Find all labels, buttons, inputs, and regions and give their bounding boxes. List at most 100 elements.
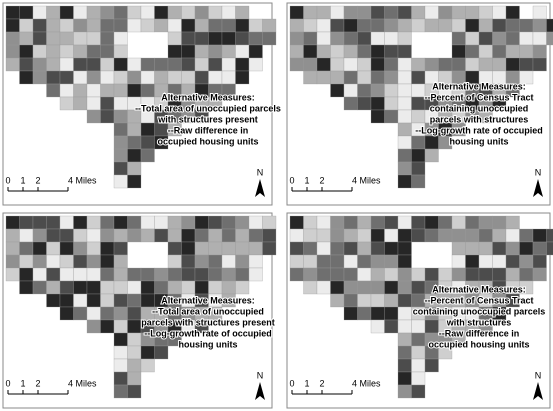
map-cell [492,254,507,269]
map-cell [208,241,223,256]
map-cell [86,241,101,256]
map-cell [451,31,466,46]
caption-line: with structures [446,317,512,327]
map-cell [73,57,88,72]
map-cell [5,44,20,59]
map-cell [46,44,61,59]
map-cell [113,135,128,150]
map-cell [289,228,304,243]
caption-line: occupied housing units [158,136,259,146]
map-cell [532,241,547,256]
map-cell [411,57,426,72]
map-cell [113,44,128,59]
map-cell [208,254,223,269]
map-cell [397,122,412,137]
map-cell [519,44,534,59]
map-cell [127,371,142,386]
map-cell [167,44,182,59]
map-cell [303,241,318,256]
map-cell [316,70,331,85]
map-cell [140,358,155,373]
map-cell [113,345,128,360]
map-cell [330,293,345,308]
map-cell [113,18,128,33]
map-cell [100,31,115,46]
map-cell [127,228,142,243]
map-cell [384,57,399,72]
map-cell [32,57,47,72]
map-cell [303,254,318,269]
map-cell [370,228,385,243]
map-cell [73,306,88,321]
map-cell [519,241,534,256]
map-cell [221,31,236,46]
map-cell [59,83,74,98]
map-cell [32,254,47,269]
map-cell [505,83,520,98]
map-cell [100,293,115,308]
map-cell [127,70,142,85]
map-cell [370,18,385,33]
map-cell [316,5,331,20]
map-cell [248,228,263,243]
map-cell [478,267,493,282]
map-cell [167,215,182,230]
map-cell [505,293,520,308]
map-cell [194,280,209,295]
map-cell [73,83,88,98]
map-cell [59,44,74,59]
map-cell [357,254,372,269]
map-cell [167,280,182,295]
map-cell [397,96,412,111]
map-cell [384,18,399,33]
map-cell [86,70,101,85]
map-cell [127,18,142,33]
map-cell [46,254,61,269]
map-cell [127,83,142,98]
map-cell [438,5,453,20]
map-cell [100,57,115,72]
map-cell [127,215,142,230]
map-cell [343,280,358,295]
map-cell [32,5,47,20]
map-cell [478,241,493,256]
map-cell [100,83,115,98]
map-cell [397,161,412,176]
map-cell [465,215,480,230]
map-cell [113,215,128,230]
caption-line: with structures present [157,114,258,124]
map-cell [397,254,412,269]
map-cell [505,57,520,72]
map-cell [154,135,169,150]
map-cell [343,228,358,243]
map-cell [370,267,385,282]
map-cell [411,267,426,282]
map-cell [59,215,74,230]
map-cell [235,280,250,295]
map-cell [73,267,88,282]
map-cell [167,267,182,282]
map-cell [140,83,155,98]
map-cell [221,241,236,256]
map-cell [59,70,74,85]
map-cell [127,345,142,360]
map-cell [100,267,115,282]
map-cell [221,280,236,295]
map-cell [289,241,304,256]
caption-line: occupied housing units [429,339,530,349]
map-cell [208,267,223,282]
map-cell [357,215,372,230]
map-cell [343,241,358,256]
map-cell [59,57,74,72]
map-cell [19,31,34,46]
caption-line: housing units [450,136,509,146]
map-cell [181,5,196,20]
map-cell [127,135,142,150]
map-cell [59,31,74,46]
map-cell [465,57,480,72]
map-cell [438,18,453,33]
map-cell [127,5,142,20]
map-cell [303,57,318,72]
map-cell [113,293,128,308]
map-cell [140,228,155,243]
